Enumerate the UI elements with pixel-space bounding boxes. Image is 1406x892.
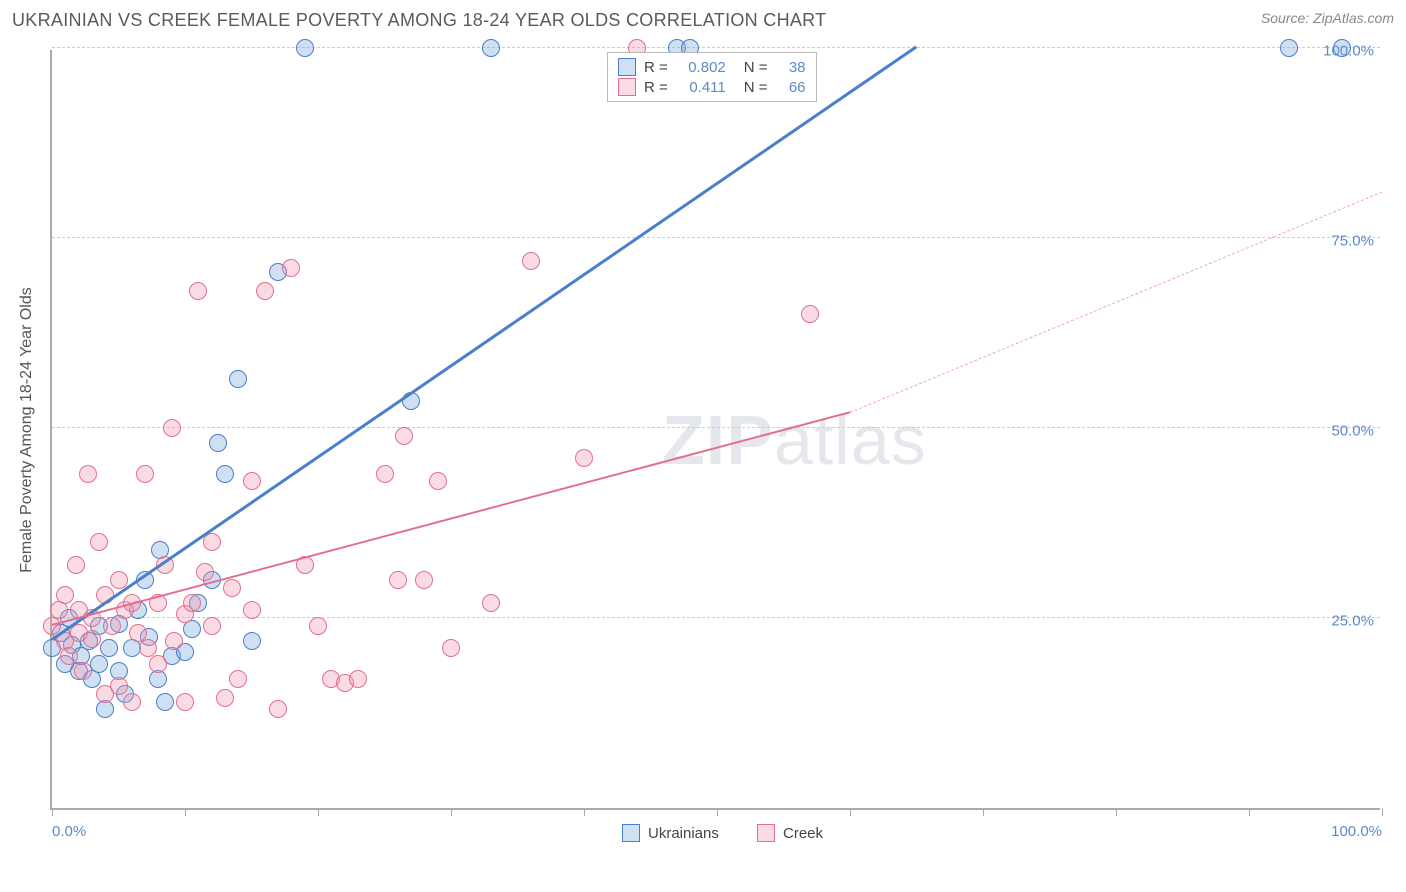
data-point (482, 39, 500, 57)
data-point (176, 693, 194, 711)
data-point (216, 465, 234, 483)
data-point (243, 472, 261, 490)
data-point (60, 647, 78, 665)
data-point (74, 662, 92, 680)
data-point (243, 632, 261, 650)
data-point (79, 465, 97, 483)
x-tick-label: 100.0% (1331, 823, 1382, 840)
x-tick (1116, 808, 1117, 816)
y-tick-label: 75.0% (1331, 233, 1374, 250)
legend-swatch (757, 824, 775, 842)
data-point (229, 370, 247, 388)
legend-n-label: N = (744, 79, 768, 96)
x-tick (1249, 808, 1250, 816)
trend-line (51, 45, 917, 640)
x-tick (584, 808, 585, 816)
data-point (415, 571, 433, 589)
data-point (90, 533, 108, 551)
plot-area: ZIPatlas 25.0%50.0%75.0%100.0%0.0%100.0%… (50, 50, 1380, 810)
data-point (163, 419, 181, 437)
trend-line (850, 191, 1382, 412)
gridline (52, 47, 1380, 48)
x-tick (185, 808, 186, 816)
data-point (67, 556, 85, 574)
x-tick (1382, 808, 1383, 816)
x-tick (717, 808, 718, 816)
chart-header: UKRAINIAN VS CREEK FEMALE POVERTY AMONG … (12, 10, 1394, 31)
data-point (429, 472, 447, 490)
legend-r-label: R = (644, 79, 668, 96)
legend-series-name: Ukrainians (648, 825, 719, 842)
data-point (209, 434, 227, 452)
legend-series: Creek (757, 824, 823, 842)
data-point (395, 427, 413, 445)
data-point (100, 639, 118, 657)
data-point (256, 282, 274, 300)
legend-series-name: Creek (783, 825, 823, 842)
data-point (136, 465, 154, 483)
data-point (575, 449, 593, 467)
gridline (52, 427, 1380, 428)
data-point (389, 571, 407, 589)
trend-line (52, 411, 851, 626)
watermark-zip: ZIP (662, 401, 774, 479)
data-point (110, 677, 128, 695)
data-point (522, 252, 540, 270)
legend-swatch (618, 58, 636, 76)
gridline (52, 237, 1380, 238)
watermark: ZIPatlas (662, 400, 927, 480)
data-point (376, 465, 394, 483)
y-tick-label: 25.0% (1331, 613, 1374, 630)
data-point (165, 632, 183, 650)
y-axis-label: Female Poverty Among 18-24 Year Olds (18, 287, 36, 573)
data-point (309, 617, 327, 635)
data-point (216, 689, 234, 707)
legend-n-value: 66 (776, 79, 806, 96)
legend-row: R = 0.411 N = 66 (618, 77, 806, 97)
data-point (243, 601, 261, 619)
data-point (349, 670, 367, 688)
data-point (223, 579, 241, 597)
data-point (1333, 39, 1351, 57)
legend-n-label: N = (744, 59, 768, 76)
data-point (229, 670, 247, 688)
data-point (482, 594, 500, 612)
data-point (156, 693, 174, 711)
chart-source: Source: ZipAtlas.com (1261, 10, 1394, 26)
legend-correlation: R = 0.802 N = 38 R = 0.411 N = 66 (607, 52, 817, 102)
x-tick (983, 808, 984, 816)
x-tick (52, 808, 53, 816)
data-point (83, 630, 101, 648)
chart-title: UKRAINIAN VS CREEK FEMALE POVERTY AMONG … (12, 10, 826, 31)
data-point (282, 259, 300, 277)
data-point (196, 563, 214, 581)
data-point (269, 700, 287, 718)
data-point (189, 282, 207, 300)
data-point (123, 693, 141, 711)
legend-r-label: R = (644, 59, 668, 76)
legend-n-value: 38 (776, 59, 806, 76)
legend-swatch (618, 78, 636, 96)
data-point (801, 305, 819, 323)
x-tick (451, 808, 452, 816)
y-tick-label: 50.0% (1331, 423, 1374, 440)
legend-swatch (622, 824, 640, 842)
data-point (56, 586, 74, 604)
data-point (296, 39, 314, 57)
data-point (149, 655, 167, 673)
legend-row: R = 0.802 N = 38 (618, 57, 806, 77)
data-point (203, 617, 221, 635)
legend-series: Ukrainians (622, 824, 719, 842)
data-point (183, 594, 201, 612)
legend-r-value: 0.411 (676, 79, 726, 96)
x-tick (318, 808, 319, 816)
data-point (90, 655, 108, 673)
data-point (442, 639, 460, 657)
data-point (103, 617, 121, 635)
x-tick (850, 808, 851, 816)
legend-r-value: 0.802 (676, 59, 726, 76)
data-point (1280, 39, 1298, 57)
x-tick-label: 0.0% (52, 823, 86, 840)
